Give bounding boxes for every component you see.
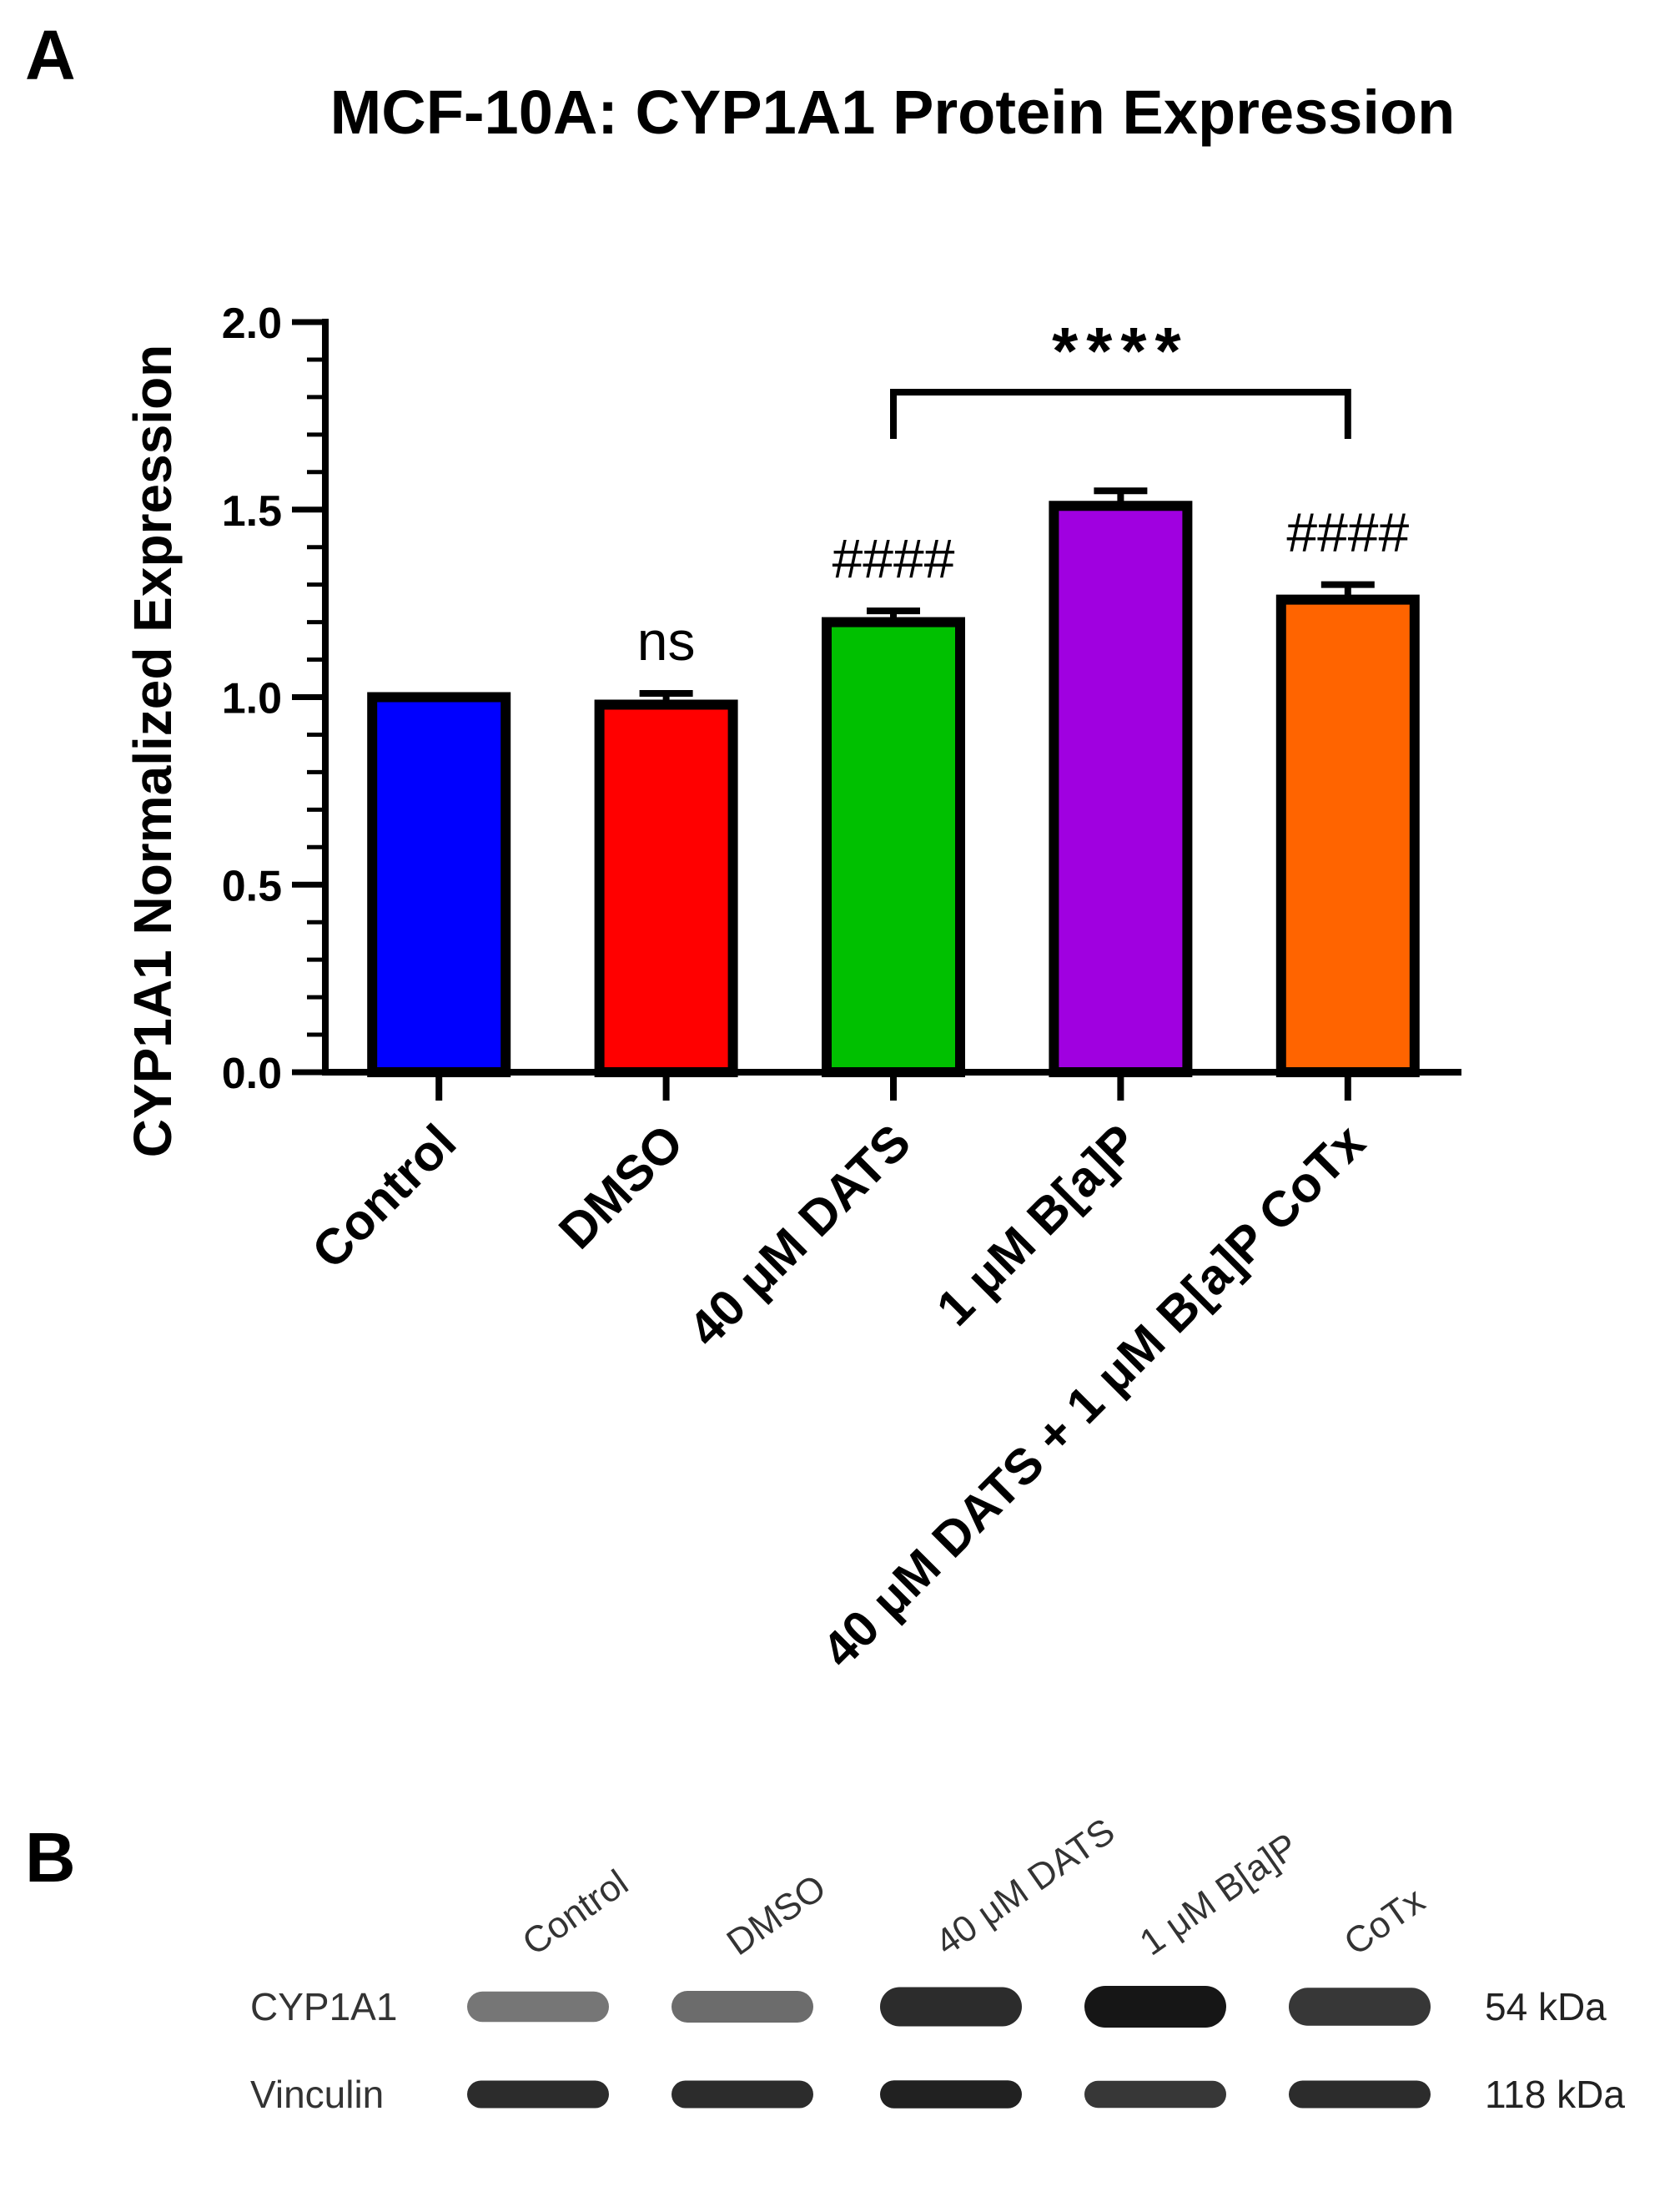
significance-bracket (890, 389, 1351, 439)
blot-band (672, 2080, 813, 2109)
y-tick-label: 0.0 (222, 1050, 282, 1098)
blot-lane-label: 1 μM B[a]P (1133, 1826, 1305, 1963)
panel-b-label: B (25, 1818, 76, 1897)
blot-band (880, 1987, 1022, 2027)
blot-band (467, 1991, 609, 2023)
blot-row-label: CYP1A1 (250, 1985, 397, 2028)
blot-lane-label: CoTx (1337, 1880, 1432, 1963)
blot-lane-label: DMSO (720, 1867, 833, 1963)
x-category-label: 1 μM B[a]P (926, 1114, 1149, 1337)
bar (822, 617, 965, 1077)
western-blot: Control DMSO 40 μM DATS 1 μM B[a]P CoTx CYP1A… (250, 1811, 1625, 2116)
bar (1049, 501, 1193, 1077)
x-category-label: Control (301, 1114, 466, 1279)
blot-lane-label: Control (516, 1862, 636, 1963)
y-tick-label: 2.0 (222, 300, 282, 348)
blot-lane-label: 40 μM DATS (928, 1811, 1122, 1963)
y-axis-label: CYP1A1 Normalized Expression (123, 345, 183, 1158)
blot-band (467, 2080, 609, 2109)
blot-band (1084, 1986, 1226, 2028)
blot-row-label: Vinculin (250, 2073, 384, 2116)
blot-band (880, 2080, 1022, 2109)
blot-kda-label: 54 kDa (1485, 1985, 1607, 2028)
bar (1275, 594, 1420, 1077)
blot-band (1289, 1988, 1431, 2026)
x-category-label: DMSO (548, 1114, 694, 1260)
y-tick-label: 1.5 (222, 487, 282, 536)
panel-a-label: A (25, 16, 76, 94)
bar-annotation: #### (1286, 501, 1409, 563)
blot-band (672, 1991, 813, 2023)
x-category-label: 40 μM DATS (677, 1114, 921, 1358)
blot-band (1084, 2080, 1226, 2109)
blot-kda-label: 118 kDa (1485, 2073, 1625, 2116)
y-tick-label: 1.0 (222, 675, 282, 723)
blot-band (1289, 2080, 1431, 2109)
y-tick-label: 0.5 (222, 862, 282, 910)
bar-annotation: ns (637, 610, 696, 672)
chart-title: MCF-10A: CYP1A1 Protein Expression (330, 78, 1456, 147)
bar (367, 692, 511, 1077)
bar-annotation: #### (832, 527, 955, 589)
bar (594, 699, 738, 1077)
significance-label: **** (1052, 314, 1190, 388)
